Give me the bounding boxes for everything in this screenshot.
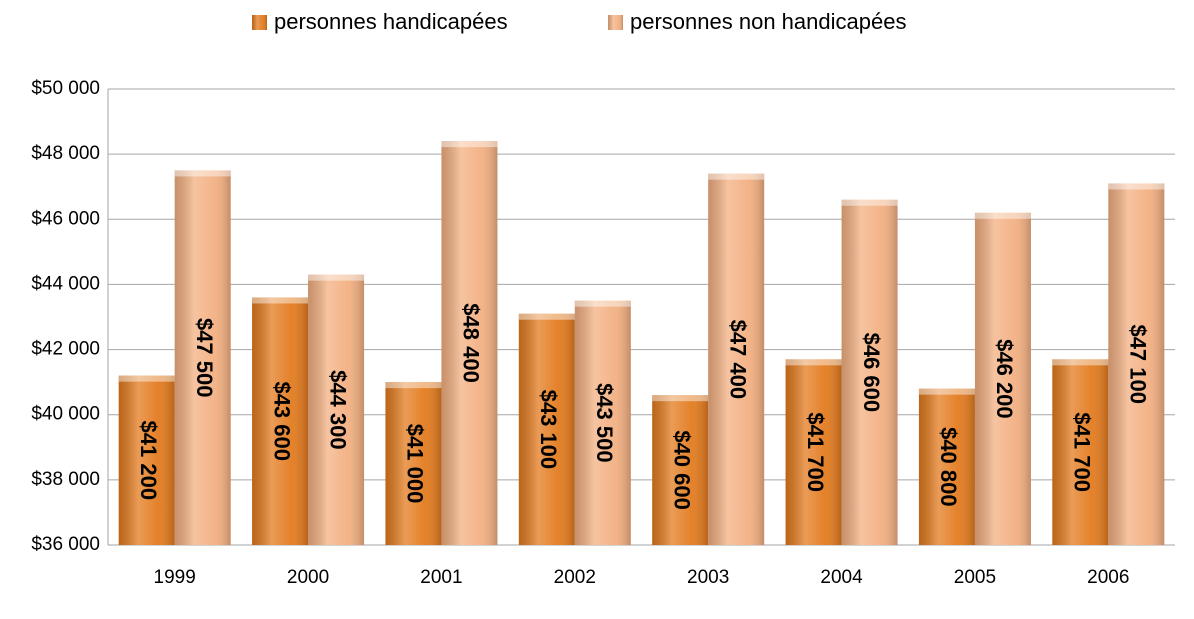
value-label: $40 800	[936, 427, 961, 507]
x-tick-label: 2001	[420, 567, 462, 588]
y-tick-label: $44 000	[31, 273, 100, 294]
bar-cap	[174, 170, 231, 177]
x-tick-label: 2005	[954, 567, 996, 588]
y-tick-label: $46 000	[31, 208, 100, 229]
value-label: $40 600	[669, 430, 694, 510]
value-label: $41 200	[136, 421, 161, 501]
bar-cap	[441, 141, 498, 148]
bar-shade	[652, 395, 709, 545]
bar-cap	[1108, 183, 1165, 190]
x-tick-label: 2000	[287, 567, 329, 588]
bar-cap	[974, 212, 1031, 219]
bar-cap	[385, 382, 442, 389]
x-tick-label: 1999	[154, 567, 196, 588]
y-tick-label: $42 000	[31, 339, 100, 360]
bar-shade	[308, 274, 365, 545]
bar-shade	[574, 300, 631, 545]
y-tick-label: $38 000	[31, 469, 100, 490]
legend-label: personnes handicapées	[274, 9, 508, 34]
legend-label: personnes non handicapées	[630, 9, 906, 34]
value-label: $48 400	[459, 303, 484, 383]
value-label: $47 400	[725, 320, 750, 400]
bar-cap	[518, 313, 575, 320]
y-tick-label: $50 000	[31, 78, 100, 99]
x-tick-label: 2002	[554, 567, 596, 588]
bar-cap	[1052, 359, 1109, 366]
bar-cap	[574, 300, 631, 307]
value-label: $43 600	[269, 381, 294, 461]
bar-shade	[441, 141, 498, 545]
value-label: $43 500	[592, 383, 617, 463]
value-label: $44 300	[325, 370, 350, 450]
bar-shade	[118, 375, 175, 545]
legend-swatch-shade	[608, 15, 623, 30]
value-label: $41 700	[1070, 412, 1095, 492]
x-tick-label: 2004	[820, 567, 863, 588]
bar-shade	[1108, 183, 1165, 545]
bar-shade	[918, 388, 975, 545]
y-tick-label: $40 000	[31, 404, 100, 425]
bar-shade	[841, 199, 898, 545]
bar-cap	[652, 395, 709, 402]
bar-shade	[385, 382, 442, 545]
bar-shade	[974, 212, 1031, 545]
value-label: $46 600	[859, 333, 884, 413]
y-tick-label: $48 000	[31, 143, 100, 164]
bar-cap	[118, 375, 175, 382]
value-label: $47 500	[192, 318, 217, 398]
bar-shade	[785, 359, 842, 545]
x-tick-label: 2006	[1087, 567, 1129, 588]
value-label: $47 100	[1126, 324, 1151, 404]
legend-swatch-shade	[252, 15, 267, 30]
bar-shade	[1052, 359, 1109, 545]
x-tick-label: 2003	[687, 567, 729, 588]
value-label: $41 000	[403, 424, 428, 504]
bar-cap	[708, 173, 765, 180]
value-label: $43 100	[536, 390, 561, 470]
bar-cap	[252, 297, 309, 304]
value-label: $41 700	[803, 412, 828, 492]
bar-shade	[518, 313, 575, 545]
bar-shade	[252, 297, 309, 545]
bar-shade	[174, 170, 231, 545]
bar-shade	[708, 173, 765, 545]
value-label: $46 200	[992, 339, 1017, 419]
bar-cap	[308, 274, 365, 281]
bar-cap	[918, 388, 975, 395]
bar-cap	[785, 359, 842, 366]
y-tick-label: $36 000	[31, 534, 100, 555]
bar-cap	[841, 199, 898, 206]
